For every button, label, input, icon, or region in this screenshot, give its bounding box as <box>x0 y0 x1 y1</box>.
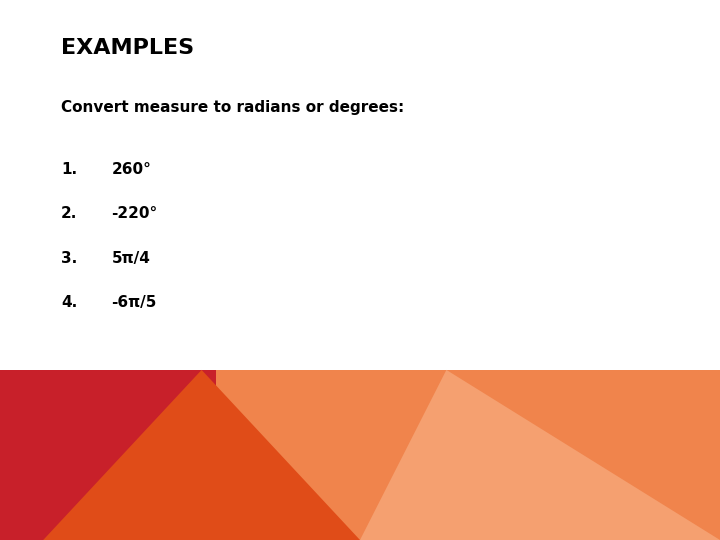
Polygon shape <box>360 370 720 540</box>
Text: 4.: 4. <box>61 295 78 310</box>
Bar <box>0 370 216 540</box>
Text: -220°: -220° <box>112 206 158 221</box>
Text: 2.: 2. <box>61 206 78 221</box>
Text: -6π/5: -6π/5 <box>112 295 157 310</box>
Text: 5π/4: 5π/4 <box>112 251 150 266</box>
Bar <box>0 370 720 540</box>
Text: EXAMPLES: EXAMPLES <box>61 38 194 58</box>
Text: 260°: 260° <box>112 162 151 177</box>
Text: 1.: 1. <box>61 162 77 177</box>
Text: 3.: 3. <box>61 251 78 266</box>
Text: Convert measure to radians or degrees:: Convert measure to radians or degrees: <box>61 100 405 115</box>
Polygon shape <box>43 370 360 540</box>
